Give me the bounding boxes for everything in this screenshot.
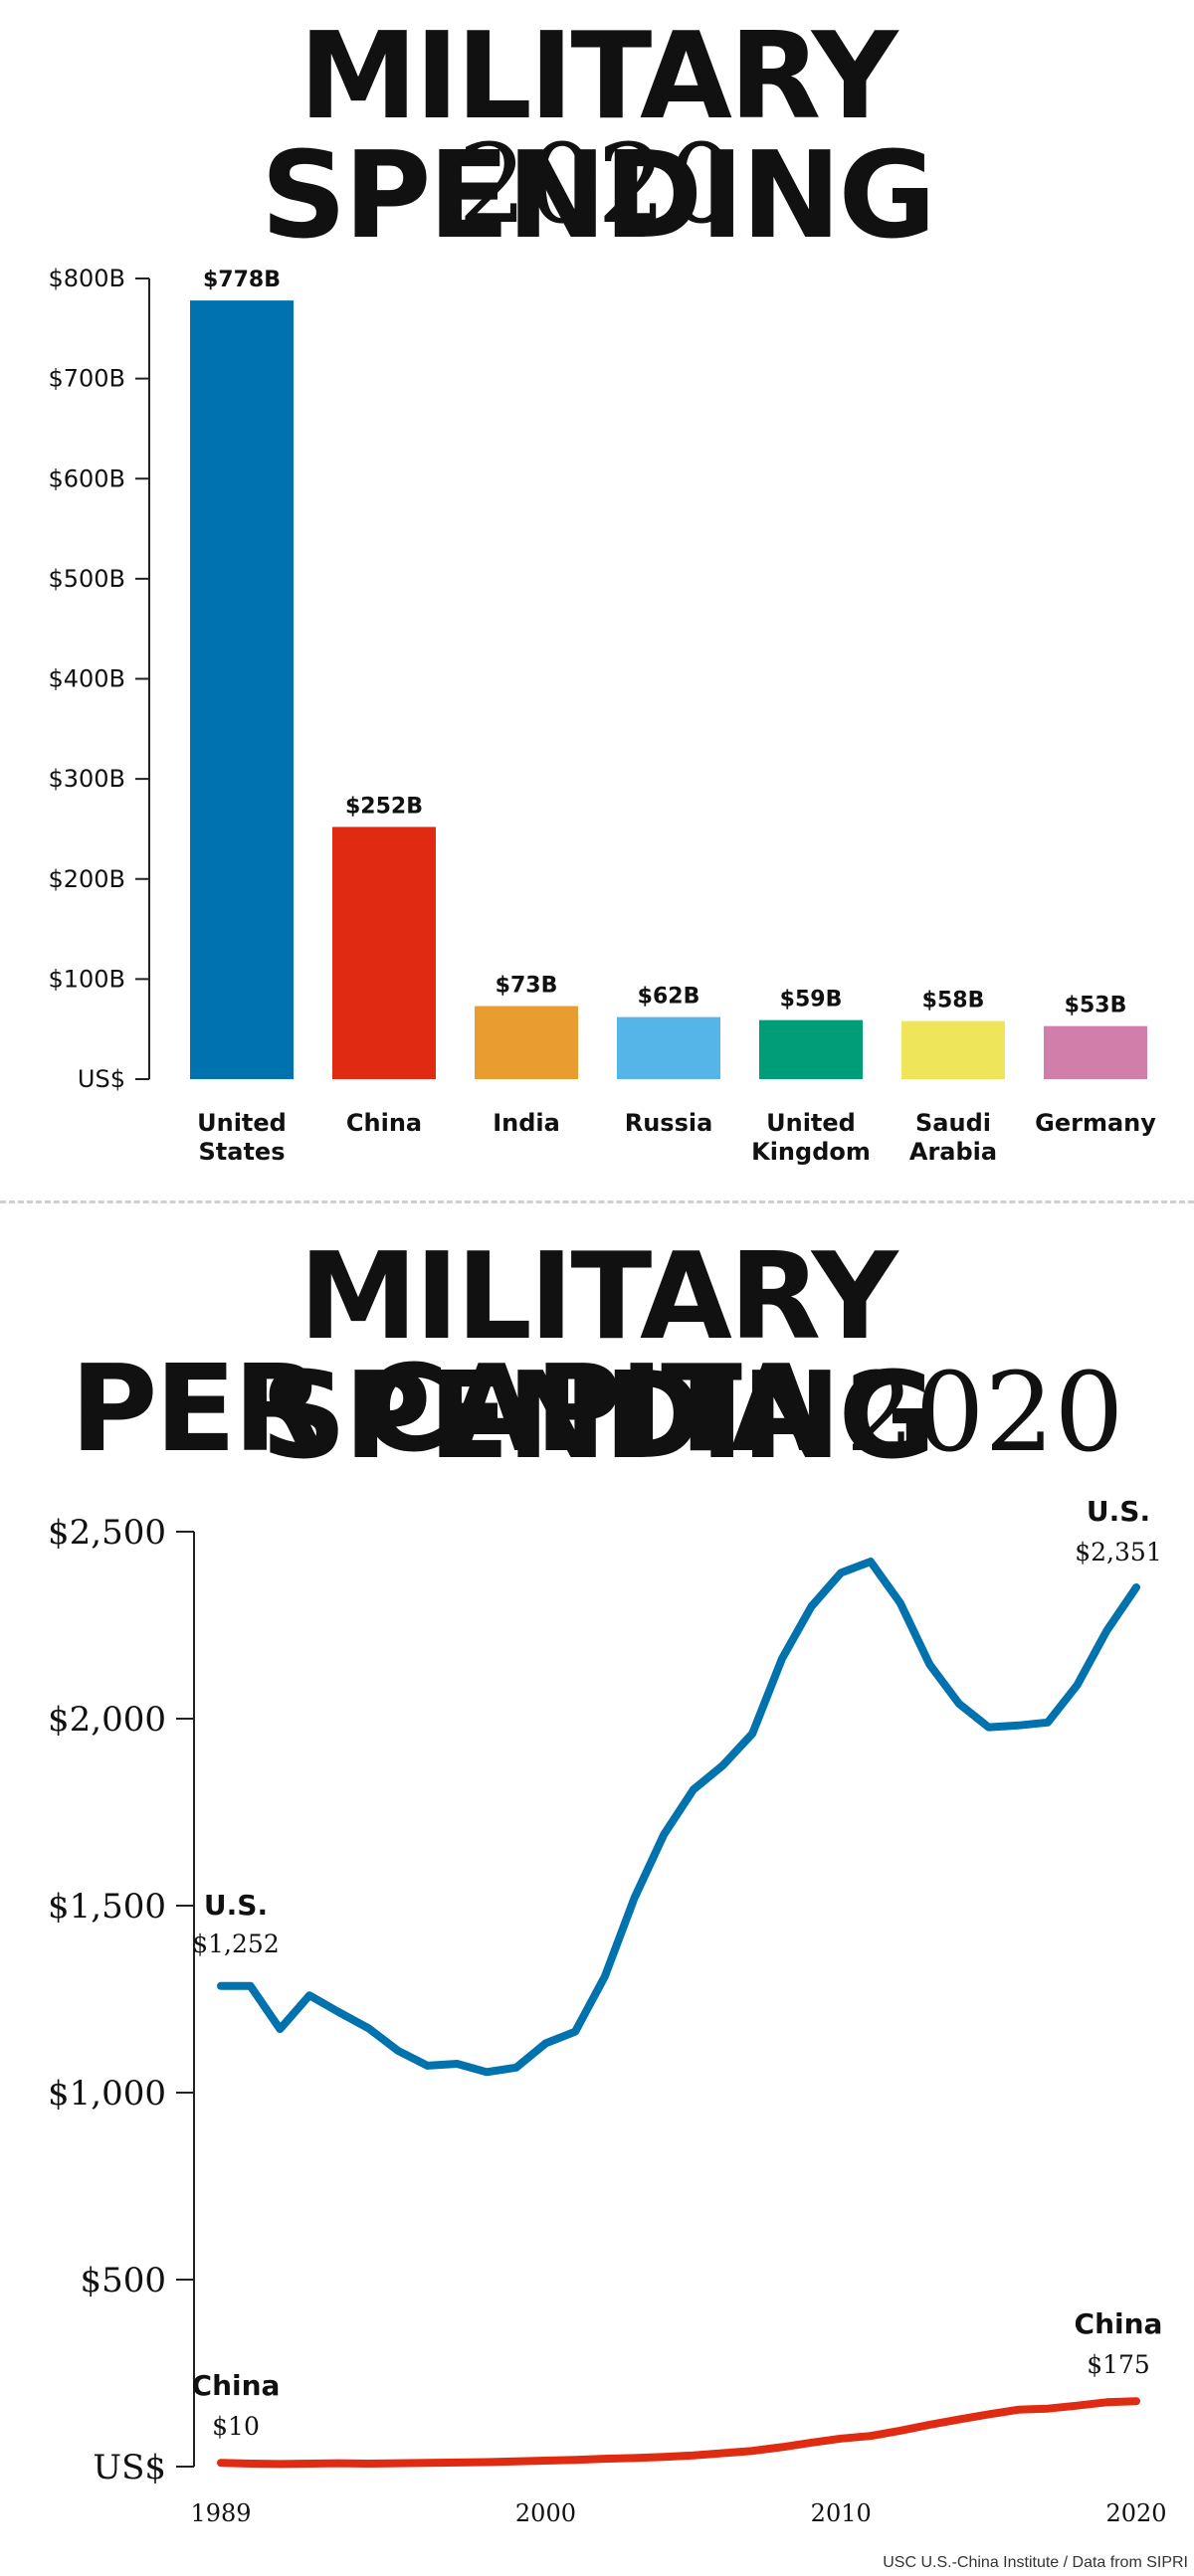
line-chart-title-per-capita: PER CAPITA xyxy=(70,1341,823,1479)
bar-chart-year: 2020 xyxy=(458,120,736,248)
series-line-us xyxy=(217,1558,1140,2077)
us-start-name-label: U.S. xyxy=(204,1889,268,1922)
bar-y-tick-label: $800B xyxy=(48,265,125,292)
bar-y-tick-label: $100B xyxy=(48,965,125,993)
bar-chart: US$ $100B $200B $300B $400B $500B $600B $700B $8… xyxy=(48,265,1156,1166)
us-end-name-label: U.S. xyxy=(1087,1495,1150,1528)
bar-category-label: Russia xyxy=(625,1109,713,1137)
bar-category-label: India xyxy=(493,1109,560,1137)
bar-russia xyxy=(617,1016,720,1079)
line-x-tick-label: 2020 xyxy=(1105,2499,1166,2527)
line-chart-title-line2: PER CAPITA 2020 xyxy=(0,1351,1194,1470)
line-y-tick-label: $1,500 xyxy=(48,1887,166,1927)
bar-value-label: $252B xyxy=(345,794,423,819)
line-chart-title: MILITARY SPENDING xyxy=(261,1228,936,1486)
line-x-tick-label: 1989 xyxy=(190,2499,251,2527)
bar-germany xyxy=(1044,1025,1147,1079)
bar-united-states xyxy=(190,300,294,1079)
bar-category-label: United States xyxy=(197,1109,287,1166)
bar-value-label: $73B xyxy=(496,974,558,999)
source-note: USC U.S.-China Institute / Data from SIP… xyxy=(883,2554,1188,2571)
us-start-value-label: $1,252 xyxy=(192,1930,279,1958)
bar-category-label: Saudi Arabia xyxy=(909,1109,997,1166)
china-end-name-label: China xyxy=(1075,2307,1163,2340)
line-y-tick-label: $2,500 xyxy=(48,1513,166,1553)
bar-y-tick-label: $500B xyxy=(48,565,125,593)
bar-category-label: China xyxy=(346,1109,422,1137)
line-chart-year: 2020 xyxy=(845,1349,1124,1476)
bar-china xyxy=(332,827,436,1079)
bar-category-label: Germany xyxy=(1035,1109,1156,1137)
section-divider xyxy=(0,1200,1194,1203)
bar-value-label: $58B xyxy=(922,989,985,1013)
bar-saudi-arabia xyxy=(901,1020,1005,1079)
bar-value-label: $62B xyxy=(638,985,700,1010)
line-y-tick-label: $500 xyxy=(80,2261,166,2300)
line-y-tick-label: US$ xyxy=(93,2448,166,2487)
bar-y-tick-label: $700B xyxy=(48,365,125,393)
bar-y-tick-label: US$ xyxy=(78,1065,125,1093)
line-chart: US$ $500 $1,000 $1,500 $2,000 $2,500 1989 2000 2… xyxy=(48,1495,1167,2527)
bar-value-label: $778B xyxy=(203,268,281,292)
bar-y-tick-label: $600B xyxy=(48,464,125,492)
series-line-china xyxy=(217,2397,1140,2469)
bar-y-tick-label: $400B xyxy=(48,665,125,693)
line-y-tick-label: $2,000 xyxy=(48,1700,166,1740)
bar-india xyxy=(475,1006,578,1079)
us-end-value-label: $2,351 xyxy=(1075,1538,1161,1566)
line-x-tick-label: 2010 xyxy=(811,2499,872,2527)
bar-category-label: United Kingdom xyxy=(751,1109,871,1166)
bar-value-label: $53B xyxy=(1065,994,1127,1018)
bar-value-label: $59B xyxy=(780,988,843,1012)
bar-united-kingdom xyxy=(759,1019,863,1079)
bar-chart-title: MILITARY SPENDING xyxy=(261,8,936,266)
china-start-value-label: $10 xyxy=(212,2412,260,2441)
bar-y-tick-label: $200B xyxy=(48,865,125,893)
line-x-tick-label: 2000 xyxy=(515,2499,576,2527)
china-end-value-label: $175 xyxy=(1087,2350,1150,2379)
line-y-tick-label: $1,000 xyxy=(48,2074,166,2114)
china-start-name-label: China xyxy=(192,2369,281,2402)
bar-y-tick-label: $300B xyxy=(48,765,125,793)
